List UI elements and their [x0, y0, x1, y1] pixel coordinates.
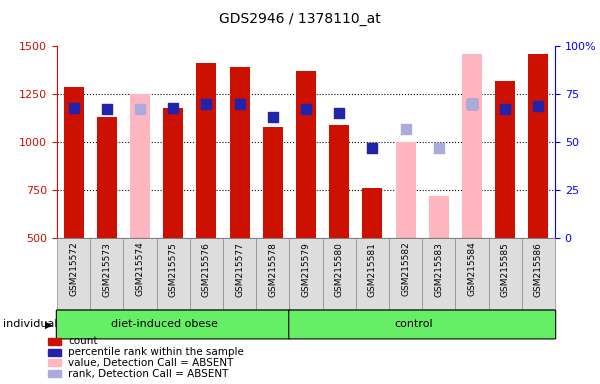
Bar: [256, 238, 289, 309]
Text: GSM215581: GSM215581: [368, 242, 377, 296]
Text: diet-induced obese: diet-induced obese: [112, 319, 218, 329]
Bar: [289, 238, 323, 309]
Text: GSM215576: GSM215576: [202, 242, 211, 296]
Text: GSM215582: GSM215582: [401, 242, 410, 296]
Bar: [157, 238, 190, 309]
Bar: [389, 238, 422, 309]
Bar: [462, 54, 482, 238]
Bar: [223, 238, 256, 309]
Bar: [124, 238, 157, 309]
Text: GSM215584: GSM215584: [467, 242, 476, 296]
Point: [202, 101, 211, 107]
Point: [500, 106, 510, 113]
Point: [268, 114, 278, 120]
Bar: [529, 54, 548, 238]
Point: [235, 101, 244, 107]
Bar: [455, 238, 488, 309]
Text: control: control: [395, 319, 433, 329]
Bar: [190, 238, 223, 309]
Bar: [395, 142, 416, 238]
Bar: [90, 238, 124, 309]
FancyBboxPatch shape: [56, 310, 290, 339]
Text: GSM215580: GSM215580: [335, 242, 344, 296]
Text: GSM215579: GSM215579: [302, 242, 311, 296]
Bar: [422, 238, 455, 309]
Text: ▶: ▶: [46, 319, 53, 329]
Bar: [429, 196, 449, 238]
Text: GSM215586: GSM215586: [534, 242, 543, 296]
Point: [401, 126, 410, 132]
Text: individual: individual: [3, 319, 58, 329]
Bar: [64, 88, 83, 238]
Text: GSM215575: GSM215575: [169, 242, 178, 296]
Bar: [362, 188, 382, 238]
FancyBboxPatch shape: [289, 310, 556, 339]
Bar: [522, 238, 555, 309]
Point: [368, 145, 377, 151]
Text: percentile rank within the sample: percentile rank within the sample: [68, 347, 244, 357]
Bar: [263, 127, 283, 238]
Point: [533, 103, 543, 109]
Bar: [130, 94, 150, 238]
Bar: [488, 238, 522, 309]
Bar: [329, 125, 349, 238]
Text: value, Detection Call = ABSENT: value, Detection Call = ABSENT: [68, 358, 234, 368]
Text: GSM215583: GSM215583: [434, 242, 443, 296]
Text: GSM215574: GSM215574: [136, 242, 145, 296]
Point: [169, 104, 178, 111]
Text: count: count: [68, 336, 98, 346]
Bar: [356, 238, 389, 309]
Point: [467, 101, 477, 107]
Bar: [230, 67, 250, 238]
Text: rank, Detection Call = ABSENT: rank, Detection Call = ABSENT: [68, 369, 229, 379]
Text: GSM215585: GSM215585: [501, 242, 510, 296]
Bar: [97, 117, 117, 238]
Bar: [495, 81, 515, 238]
Bar: [57, 238, 90, 309]
Point: [301, 106, 311, 113]
Text: GSM215573: GSM215573: [102, 242, 112, 296]
Point: [135, 106, 145, 113]
Point: [102, 106, 112, 113]
Point: [467, 101, 477, 107]
Point: [434, 145, 443, 151]
Point: [334, 110, 344, 116]
Text: GSM215577: GSM215577: [235, 242, 244, 296]
Point: [69, 104, 79, 111]
Text: GSM215578: GSM215578: [268, 242, 277, 296]
Text: GDS2946 / 1378110_at: GDS2946 / 1378110_at: [219, 12, 381, 25]
Text: GSM215572: GSM215572: [69, 242, 78, 296]
Bar: [163, 108, 183, 238]
Bar: [296, 71, 316, 238]
Bar: [323, 238, 356, 309]
Bar: [196, 63, 217, 238]
